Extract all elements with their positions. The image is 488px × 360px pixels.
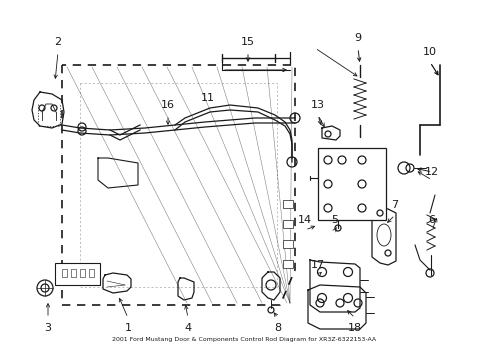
Text: 18: 18: [347, 323, 361, 333]
Text: 9: 9: [354, 33, 361, 43]
Bar: [55, 263, 100, 285]
Text: 5: 5: [331, 215, 338, 225]
Bar: [283, 220, 292, 228]
Text: 16: 16: [161, 100, 175, 110]
Bar: [89, 269, 94, 277]
Text: 15: 15: [241, 37, 254, 47]
Text: 2: 2: [54, 37, 61, 47]
Text: 17: 17: [310, 260, 325, 270]
Bar: [71, 269, 76, 277]
Text: 3: 3: [44, 323, 51, 333]
Bar: [62, 269, 67, 277]
Bar: [80, 269, 85, 277]
Text: 1: 1: [124, 323, 131, 333]
Text: 14: 14: [297, 215, 311, 225]
Bar: [283, 200, 292, 208]
Text: 11: 11: [201, 93, 215, 103]
Text: 10: 10: [422, 47, 436, 57]
Text: 6: 6: [427, 215, 435, 225]
Bar: [283, 240, 292, 248]
Text: 4: 4: [184, 323, 191, 333]
Text: 2001 Ford Mustang Door & Components Control Rod Diagram for XR3Z-6322153-AA: 2001 Ford Mustang Door & Components Cont…: [112, 337, 376, 342]
Bar: [283, 260, 292, 268]
Text: 8: 8: [274, 323, 281, 333]
Ellipse shape: [376, 224, 390, 246]
Text: 13: 13: [310, 100, 325, 110]
Text: 7: 7: [390, 200, 398, 210]
Bar: [317, 148, 385, 220]
Text: 12: 12: [424, 167, 438, 177]
